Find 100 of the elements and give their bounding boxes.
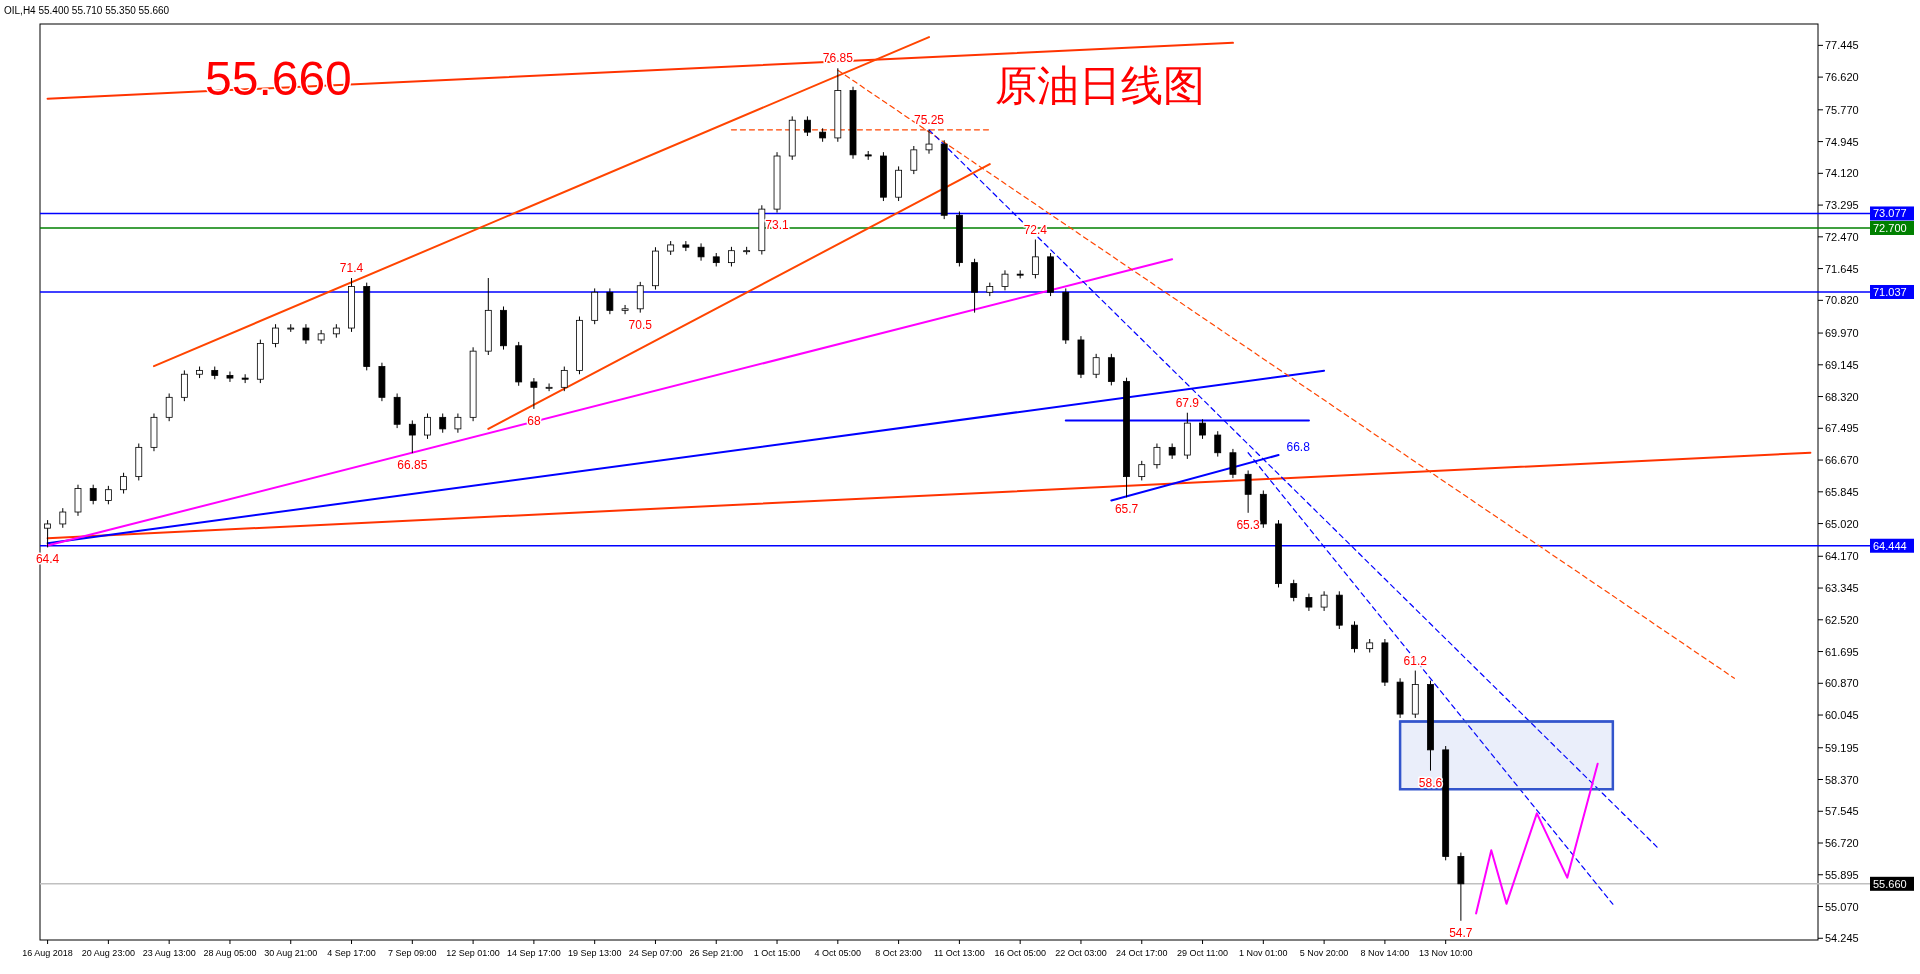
candlestick xyxy=(104,485,112,505)
candlestick xyxy=(925,129,933,155)
y-tick-label: 66.670 xyxy=(1825,454,1859,467)
annotation: 70.5 xyxy=(628,317,653,332)
y-tick-label: 60.045 xyxy=(1825,709,1859,722)
y-tick-label: 64.170 xyxy=(1825,550,1859,563)
annotation: 58.6 xyxy=(1418,775,1443,790)
y-tick-label: 74.120 xyxy=(1825,167,1859,180)
candlestick xyxy=(1107,353,1115,386)
x-tick-label: 24 Sep 07:00 xyxy=(628,948,683,958)
y-tick-label: 56.720 xyxy=(1825,837,1859,850)
x-tick-label: 1 Nov 01:00 xyxy=(1239,948,1288,958)
annotation: 65.7 xyxy=(1114,502,1139,517)
candlestick xyxy=(180,369,188,402)
x-tick-label: 19 Sep 13:00 xyxy=(567,948,622,958)
chart-subtitle: OIL,H4 55.400 55.710 55.350 55.660 xyxy=(4,5,170,16)
candlestick xyxy=(1153,443,1161,470)
annotation: 67.9 xyxy=(1175,395,1200,410)
candlestick xyxy=(226,371,234,383)
y-tick-label: 54.245 xyxy=(1825,932,1859,945)
candlestick xyxy=(408,419,416,454)
candlestick xyxy=(621,304,629,315)
candlestick xyxy=(165,392,173,422)
y-tick-label: 69.970 xyxy=(1825,327,1859,340)
candlestick xyxy=(1199,418,1206,440)
annotation: 71.4 xyxy=(339,261,364,276)
x-tick-label: 16 Aug 2018 xyxy=(22,948,73,958)
x-tick-label: 30 Aug 21:00 xyxy=(264,948,318,958)
x-tick-label: 22 Oct 03:00 xyxy=(1055,948,1107,958)
x-tick-label: 20 Aug 23:00 xyxy=(81,948,135,958)
candlestick xyxy=(454,412,462,434)
candlestick xyxy=(89,484,97,505)
candlestick xyxy=(1351,620,1358,653)
y-tick-label: 60.870 xyxy=(1825,677,1859,690)
candlestick xyxy=(530,377,538,410)
x-tick-label: 1 Oct 15:00 xyxy=(753,948,801,958)
x-tick-label: 8 Nov 14:00 xyxy=(1360,948,1410,958)
candlestick xyxy=(1290,579,1298,602)
y-tick-label: 73.295 xyxy=(1825,199,1859,212)
x-tick-label: 23 Aug 13:00 xyxy=(142,948,196,958)
y-tick-label: 61.695 xyxy=(1825,645,1859,658)
candlestick xyxy=(560,366,568,392)
candlestick xyxy=(1244,469,1252,514)
candlestick xyxy=(728,246,735,267)
candlestick xyxy=(1138,460,1146,481)
y-tick-label: 55.895 xyxy=(1825,868,1859,881)
candlestick xyxy=(606,287,614,315)
candlestick xyxy=(1031,239,1039,279)
annotation: 65.3 xyxy=(1236,517,1261,532)
candlestick xyxy=(74,484,82,517)
candlestick xyxy=(1320,590,1328,612)
candlestick xyxy=(545,382,553,392)
ref-line-label: 55.660 xyxy=(1873,877,1907,890)
annotation: 75.25 xyxy=(913,112,945,127)
annotation: 54.7 xyxy=(1449,925,1473,940)
y-tick-label: 74.945 xyxy=(1825,135,1859,148)
x-tick-label: 24 Oct 17:00 xyxy=(1115,948,1168,958)
candlestick xyxy=(697,242,705,262)
y-tick-label: 72.470 xyxy=(1825,230,1859,243)
y-tick-label: 57.545 xyxy=(1825,805,1859,818)
annotation: 61.2 xyxy=(1403,653,1428,668)
x-tick-label: 4 Sep 17:00 xyxy=(327,948,376,958)
x-tick-label: 7 Sep 09:00 xyxy=(388,948,437,958)
ref-line-label: 72.700 xyxy=(1873,221,1907,234)
y-tick-label: 59.195 xyxy=(1825,741,1859,754)
text: 原油日线图 xyxy=(995,62,1205,109)
candlestick xyxy=(682,240,690,252)
candlestick xyxy=(272,323,279,348)
candlestick xyxy=(302,323,310,345)
annotation: 66.85 xyxy=(397,458,428,473)
y-tick-label: 77.445 xyxy=(1825,39,1859,52)
x-tick-label: 26 Sep 21:00 xyxy=(689,948,744,958)
y-tick-label: 68.320 xyxy=(1825,390,1859,403)
ref-line-label: 71.037 xyxy=(1873,285,1907,298)
ref-line-label: 73.077 xyxy=(1873,207,1907,220)
x-tick-label: 8 Oct 23:00 xyxy=(875,948,922,958)
y-tick-label: 58.370 xyxy=(1825,773,1859,786)
ref-line-label: 64.444 xyxy=(1873,539,1907,552)
y-tick-label: 71.645 xyxy=(1825,262,1859,275)
x-tick-label: 12 Sep 01:00 xyxy=(446,948,500,958)
candlestick xyxy=(804,115,811,137)
x-tick-label: 5 Nov 20:00 xyxy=(1299,948,1349,958)
x-tick-label: 28 Aug 05:00 xyxy=(203,948,257,958)
y-tick-label: 69.145 xyxy=(1825,358,1859,371)
y-tick-label: 55.070 xyxy=(1825,900,1859,913)
x-tick-label: 13 Nov 10:00 xyxy=(1418,948,1473,958)
y-tick-label: 76.620 xyxy=(1825,71,1859,84)
candlestick xyxy=(636,281,644,314)
candlestick xyxy=(439,412,447,434)
x-tick-label: 14 Sep 17:00 xyxy=(507,948,561,958)
candlestick xyxy=(44,519,51,548)
annotation: 64.4 xyxy=(35,552,60,567)
y-tick-label: 65.845 xyxy=(1825,485,1859,498)
candlestick xyxy=(910,145,918,175)
x-tick-label: 11 Oct 13:00 xyxy=(933,948,985,958)
y-tick-label: 65.020 xyxy=(1825,517,1859,530)
candlestick xyxy=(1229,448,1237,479)
x-tick-label: 16 Oct 05:00 xyxy=(994,948,1046,958)
candlestick xyxy=(1001,269,1009,291)
y-tick-label: 67.495 xyxy=(1825,422,1859,435)
